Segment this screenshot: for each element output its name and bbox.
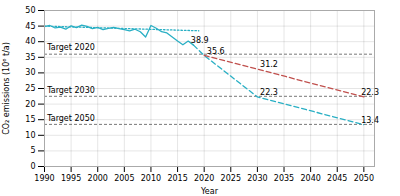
svg-text:38.9: 38.9 [191,36,209,45]
svg-text:CO₂ emissions (10⁶ t/a): CO₂ emissions (10⁶ t/a) [2,42,11,135]
svg-text:2005: 2005 [114,174,134,183]
svg-text:31.2: 31.2 [260,60,278,69]
svg-text:2025: 2025 [221,174,241,183]
svg-text:0: 0 [30,162,35,171]
svg-text:2045: 2045 [327,174,347,183]
svg-text:35.6: 35.6 [207,47,225,56]
svg-text:10: 10 [25,131,35,140]
svg-text:50: 50 [25,6,35,15]
svg-text:2050: 2050 [354,174,374,183]
svg-text:2030: 2030 [247,174,267,183]
svg-text:22.3: 22.3 [361,88,379,97]
svg-text:Target 2050: Target 2050 [46,114,95,123]
svg-text:Year: Year [200,187,219,196]
svg-text:2040: 2040 [300,174,320,183]
svg-text:Target 2020: Target 2020 [46,43,95,52]
svg-text:25: 25 [25,84,35,93]
svg-text:1990: 1990 [34,174,54,183]
svg-text:2015: 2015 [167,174,187,183]
svg-text:20: 20 [25,100,35,109]
svg-text:45: 45 [25,22,35,31]
svg-text:2020: 2020 [194,174,214,183]
svg-text:2000: 2000 [88,174,108,183]
svg-text:15: 15 [25,115,35,124]
svg-text:2035: 2035 [274,174,294,183]
svg-text:Target 2030: Target 2030 [46,86,95,95]
svg-text:13.4: 13.4 [361,116,379,125]
svg-text:2010: 2010 [141,174,161,183]
svg-text:30: 30 [25,68,35,77]
svg-text:22.3: 22.3 [260,88,278,97]
svg-text:40: 40 [25,37,35,46]
svg-text:5: 5 [30,146,35,155]
svg-text:1995: 1995 [61,174,81,183]
svg-text:35: 35 [25,53,35,62]
